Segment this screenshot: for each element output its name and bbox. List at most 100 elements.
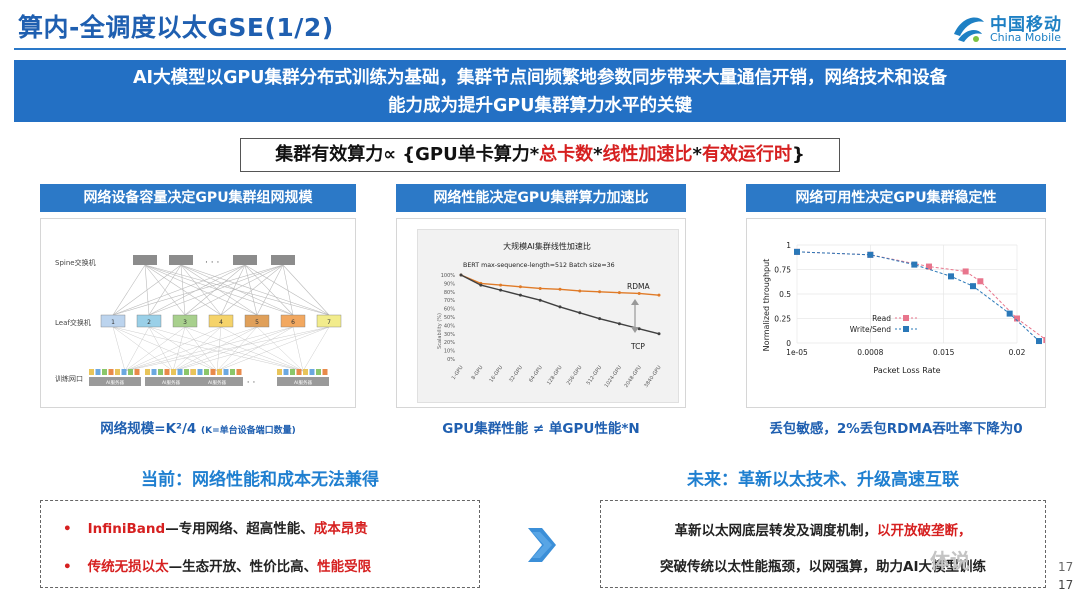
current-item-infiniband: • InfiniBand—专用网络、超高性能、成本昂贵 (63, 517, 368, 537)
server-port (108, 369, 114, 375)
spine-leaf-link (220, 264, 284, 316)
page-title: 算内-全调度以太GSE(1/2) (18, 13, 334, 42)
leaf-server-link (172, 326, 330, 372)
china-mobile-logo-icon (954, 17, 984, 42)
leaf-switch-number: 7 (327, 319, 331, 326)
leaf-server-link (216, 326, 294, 372)
leaf-server-link (172, 326, 294, 372)
panel-1-heading: 网络设备容量决定GPU集群组网规模 (40, 184, 356, 212)
chart-1-y-ticks: 0% 10% 20% 30% 40% 50% 60% 70% 80% 90% 100% (441, 273, 456, 363)
chart-1-y-tick: 50% (444, 315, 455, 321)
spine-leaf-link (180, 264, 258, 316)
server-port (121, 369, 127, 375)
page-number-footer: 17 (1058, 578, 1074, 592)
chart-1-point (637, 291, 641, 295)
chart-1-point (598, 290, 602, 294)
chart-1-point (538, 298, 542, 302)
chart-1-x-tick: 3840-GPU (643, 364, 663, 388)
chart-2-point (962, 268, 969, 275)
chart-1-point (558, 305, 562, 309)
chart-2-x-tick: 0.0008 (857, 348, 883, 357)
chart-1-y-tick: 10% (444, 349, 455, 355)
throughput-chart: Normalized throughput Packet Loss Rate 0… (762, 241, 1050, 375)
page-number: 17 (1058, 560, 1074, 574)
chart-1-point (479, 283, 483, 287)
spine-switch (271, 255, 295, 265)
server-port (184, 369, 189, 375)
chart-1-x-tick: 1-GPU (451, 364, 465, 381)
chart-1-y-tick: 100% (441, 273, 456, 279)
infiniband-desc: —专用网络、超高性能、 (165, 521, 314, 537)
ai-server (277, 377, 329, 386)
server-port (303, 369, 308, 375)
network-topology-diagram: Spine交换机 Leaf交换机 训练网口 · · · · · · 1 2 3 4 5 6… (55, 255, 342, 388)
logo-cn-text: 中国移动 (990, 15, 1062, 35)
chart-1-series (459, 273, 661, 336)
spine-leaf-link (180, 264, 222, 316)
chart-1-point (657, 293, 661, 297)
chart-2-x-tick: 0.015 (933, 348, 955, 357)
spine-leaf-link (180, 264, 330, 316)
spine-switch (233, 255, 257, 265)
chart-2-point (794, 248, 800, 255)
bullet-icon: • (63, 559, 72, 575)
chart-1-ylabel: Scalability (%) (437, 313, 443, 349)
chart-1-point (617, 322, 621, 326)
chart-1-x-tick: 16-GPU (488, 364, 504, 383)
panel-3-heading: 网络可用性决定GPU集群稳定性 (746, 184, 1046, 212)
spine-switch (169, 255, 193, 265)
leaf-server-link (124, 326, 258, 372)
topology-nodes: 1 2 3 4 5 6 7 AI服务器 AI服务器 AI服务器 AI服务器 (89, 255, 342, 386)
chart-1-y-tick: 70% (444, 298, 455, 304)
chart-1-x-tick: 128-GPU (546, 364, 564, 386)
leaf-server-link (216, 326, 330, 372)
legend-read-label: Read (872, 314, 891, 323)
watermark: 体说 (930, 549, 970, 573)
server-port (322, 369, 328, 375)
ethernet-limit: 性能受限 (317, 559, 372, 575)
chart-1-y-tick: 30% (444, 332, 455, 338)
server-port (134, 369, 140, 375)
chart-1-point (578, 311, 582, 315)
spine-leaf-link (244, 264, 330, 316)
chart-1-x-tick: 32-GPU (508, 364, 524, 383)
leaf-switch (100, 314, 126, 328)
leaf-server-link (184, 326, 218, 372)
chart-1-point (637, 327, 641, 331)
chart-1-point (598, 317, 602, 321)
leaf-label: Leaf交换机 (55, 318, 91, 327)
server-port (151, 369, 157, 375)
chart-1-y-tick: 20% (444, 340, 455, 346)
leaf-switch (316, 314, 342, 328)
infiniband-cost: 成本昂贵 (313, 521, 368, 537)
chart-2-point (977, 278, 984, 285)
spine-label: Spine交换机 (55, 258, 96, 267)
future-line-1-b: 以开放破垄断， (877, 523, 972, 539)
chart-2-x-ticks: 1e-05 0.0008 0.015 0.02 (786, 348, 1025, 357)
future-section-box: 革新以太网底层转发及调度机制，以开放破垄断， 突破传统以太性能瓶颈，以网强算，助… (600, 500, 1046, 588)
leaf-server-link (124, 326, 186, 372)
chart-1-point (499, 283, 503, 287)
spine-leaf-link (180, 264, 186, 316)
server-port (210, 369, 216, 375)
chart-2-legend: Read Write/Send (850, 314, 917, 334)
spine-leaf-link (148, 264, 284, 316)
leaf-server-link (124, 326, 222, 372)
server-port (95, 369, 101, 375)
leaf-switch (208, 314, 234, 328)
chart-1-point (459, 273, 463, 277)
chart-2-point (948, 273, 954, 280)
leaf-switch-number: 1 (111, 319, 115, 326)
panel-1-diagram: Spine交换机 Leaf交换机 训练网口 · · · · · · 1 2 3 4 5 6… (40, 218, 356, 408)
formula-box: 集群有效算力∝ {GPU单卡算力*总卡数*线性加速比*有效运行时} (240, 138, 840, 172)
network-scale-formula: 网络规模=K²/4 (100, 421, 197, 437)
leaf-switch (136, 314, 162, 328)
leaf-server-link (172, 326, 186, 372)
chart-1-point (657, 332, 661, 336)
chart-2-point (1043, 337, 1050, 344)
ai-server-label: AI服务器 (162, 379, 180, 386)
leaf-switch (172, 314, 198, 328)
server-label: 训练网口 (55, 374, 83, 383)
chart-1-point (518, 293, 522, 297)
chart-2-ylabel: Normalized throughput (762, 259, 771, 352)
